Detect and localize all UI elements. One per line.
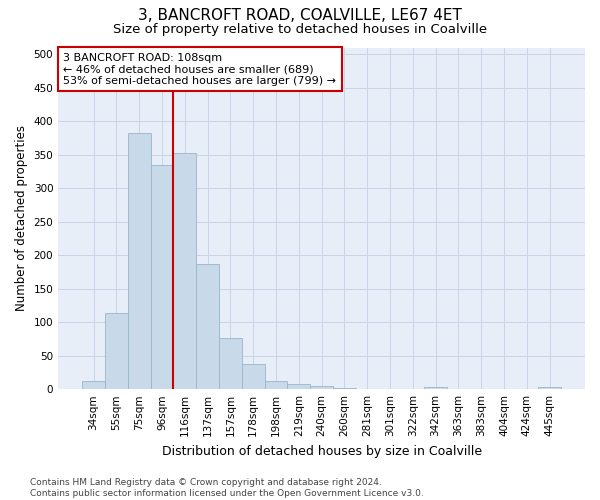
Bar	[538, 386, 561, 389]
Text: Size of property relative to detached houses in Coalville: Size of property relative to detached ho…	[113, 22, 487, 36]
Bar	[333, 388, 356, 389]
Bar	[265, 381, 287, 389]
Bar	[287, 384, 310, 389]
Bar	[242, 364, 265, 389]
Y-axis label: Number of detached properties: Number of detached properties	[15, 126, 28, 312]
Bar	[82, 381, 105, 389]
Bar	[310, 386, 333, 389]
Text: 3, BANCROFT ROAD, COALVILLE, LE67 4ET: 3, BANCROFT ROAD, COALVILLE, LE67 4ET	[138, 8, 462, 22]
Text: 3 BANCROFT ROAD: 108sqm
← 46% of detached houses are smaller (689)
53% of semi-d: 3 BANCROFT ROAD: 108sqm ← 46% of detache…	[64, 52, 337, 86]
Bar	[151, 164, 173, 389]
Bar	[424, 386, 447, 389]
Bar	[128, 132, 151, 389]
Bar	[219, 338, 242, 389]
X-axis label: Distribution of detached houses by size in Coalville: Distribution of detached houses by size …	[161, 444, 482, 458]
Text: Contains HM Land Registry data © Crown copyright and database right 2024.
Contai: Contains HM Land Registry data © Crown c…	[30, 478, 424, 498]
Bar	[173, 152, 196, 389]
Bar	[105, 314, 128, 389]
Bar	[196, 264, 219, 389]
